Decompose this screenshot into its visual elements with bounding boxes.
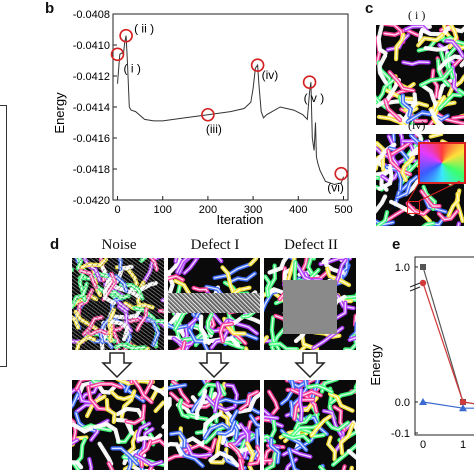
marker-circle [119, 28, 133, 43]
e-point [459, 404, 467, 412]
marker-circle [201, 107, 215, 122]
noise-recovered-pattern [72, 380, 164, 470]
y-tick-label: -0.0410 [73, 40, 110, 52]
energy-series-line [117, 35, 344, 186]
x-tick-label: 300 [244, 204, 262, 216]
marker-label: ( ii ) [134, 22, 154, 36]
marker-label: ( i ) [124, 61, 141, 75]
axis-break [409, 282, 421, 288]
e-point [419, 279, 427, 287]
plot-frame [112, 13, 349, 201]
y-axis-label: Energy [52, 92, 67, 134]
pattern-image-i [376, 25, 464, 125]
panel-a-frame [0, 105, 7, 367]
defect-zoom-box [407, 201, 420, 214]
e-point [419, 398, 427, 405]
zoom-connector [407, 180, 461, 202]
down-arrow-2 [198, 352, 230, 378]
e-series-line [422, 266, 474, 405]
x-tick-label: 0 [114, 204, 120, 216]
x-tick-label: 200 [199, 204, 217, 216]
y-tick-label: -0.0408 [73, 9, 110, 21]
y-tick-label: -0.0418 [73, 164, 110, 176]
down-arrow-1 [101, 352, 133, 378]
marker-circle [334, 166, 349, 181]
marker-label: (vi) [327, 181, 344, 195]
defect-zoom-inset [418, 142, 466, 184]
noise-input-pattern [72, 258, 164, 350]
y-tick-label: -0.0414 [73, 102, 110, 114]
panel-d-letter: d [50, 236, 60, 253]
y-tick-label: -0.0416 [73, 133, 110, 145]
y-tick-label: -0.0420 [73, 195, 110, 207]
column-label-defect-ii: Defect II [284, 237, 338, 253]
panel-b-letter: b [45, 0, 55, 17]
y-tick-label: -0.0412 [73, 71, 110, 83]
e-frame [414, 256, 474, 436]
noise-overlay [72, 258, 164, 350]
marker-label: ( v ) [304, 91, 325, 105]
energy-iteration-chart: 0 100 200 300 400 500 -0.0408 -0.0410 -0.0412 -0.… [52, 9, 353, 227]
e-y-axis-label: Energy [368, 344, 383, 386]
marker-label: (iv) [262, 68, 279, 82]
axis-break [409, 286, 421, 292]
e-y-tick-label: 1.0 [395, 262, 410, 274]
e-point [459, 398, 467, 406]
x-tick-label: 400 [289, 204, 307, 216]
panel-c-label-i: ( i ) [408, 8, 426, 22]
e-point [420, 264, 426, 270]
panel-c-letter: c [365, 0, 374, 17]
e-y-tick-label: 0.0 [395, 397, 410, 409]
energy-steps-chart: 1.00.0-0.1012 Energy [368, 256, 474, 451]
marker-circle [302, 75, 317, 89]
defect-i-recovered-pattern [168, 380, 260, 470]
e-series-line [422, 282, 474, 405]
panel-e-letter: e [392, 236, 401, 253]
e-x-tick-label: 1 [460, 439, 466, 451]
e-x-tick-label: 0 [420, 439, 426, 451]
column-label-noise: Noise [101, 237, 137, 253]
defect-i-band [168, 293, 260, 313]
x-tick-label: 100 [154, 204, 172, 216]
defect-ii-recovered-pattern [264, 380, 356, 470]
column-label-defect-i: Defect I [190, 237, 240, 253]
down-arrow-3 [294, 352, 326, 378]
x-tick-label: 500 [334, 204, 352, 216]
marker-circle [110, 47, 125, 62]
defect-ii-square [283, 280, 337, 334]
marker-circle [250, 58, 265, 72]
x-axis-label: Iteration [217, 212, 264, 227]
panel-c-label-iv: (iv) [408, 118, 426, 132]
e-y-tick-label: -0.1 [391, 428, 410, 440]
marker-label: (iii) [206, 122, 222, 136]
